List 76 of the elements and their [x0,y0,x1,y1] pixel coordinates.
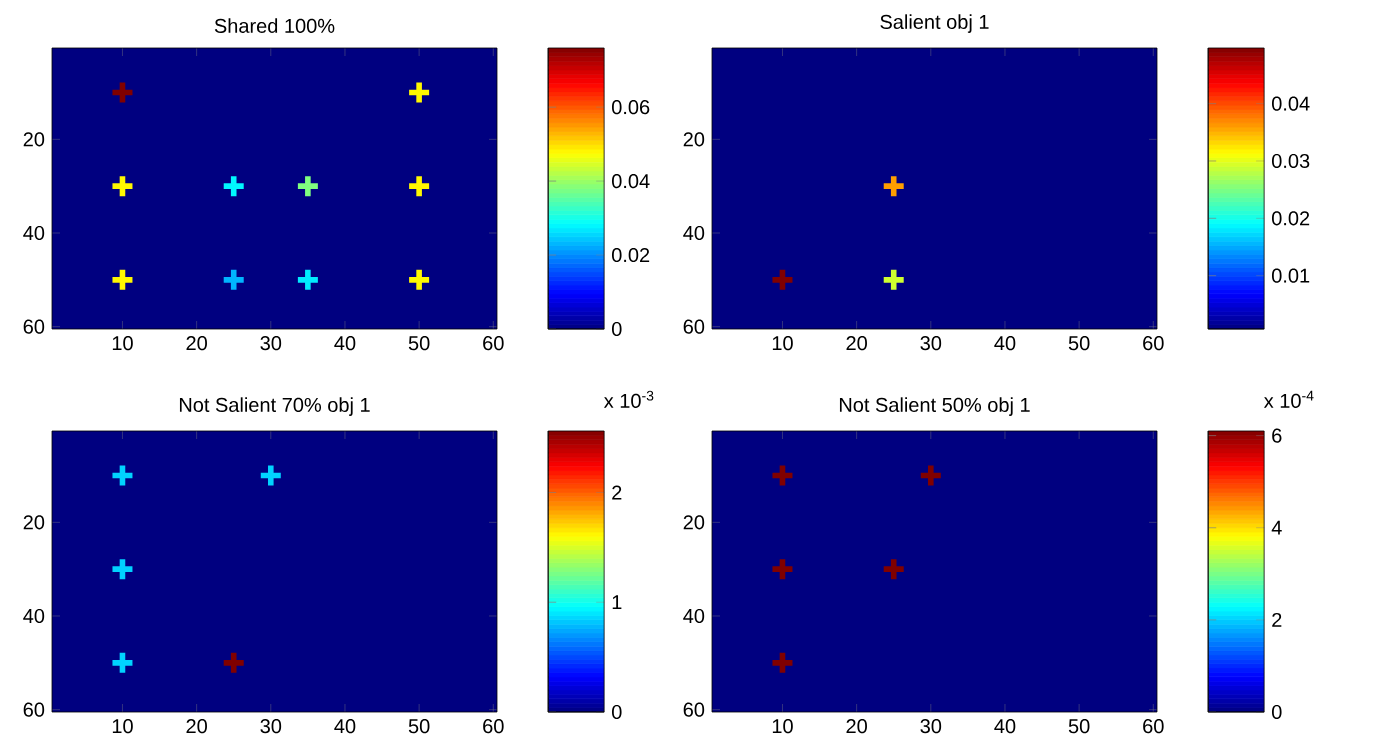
x-tick-label: 20 [186,336,207,351]
x-tick-label: 30 [920,336,942,351]
y-tick-label: 60 [683,319,705,334]
x-tick-label: 50 [1068,336,1090,351]
color-bar-label: 4 [1271,520,1282,535]
point [112,269,133,290]
x-tick-label: 40 [334,336,356,351]
y-tick-label: 20 [23,132,45,147]
point [112,559,133,580]
x-tick-label: 40 [334,719,356,734]
color-bar-title: x 10$^{-4}$ [1263,390,1314,408]
color-bar-label: 2 [1272,612,1282,627]
x-tick-label: 10 [112,336,133,351]
y-tick-label: 20 [683,132,705,147]
point [883,559,904,580]
point [409,82,430,103]
x-tick-label: 60 [1143,336,1164,351]
chart-title: Not Salient 50% obj 1 [839,397,1030,416]
point [772,465,793,486]
point [223,269,244,290]
point [772,652,793,673]
y-tick-label: 60 [23,702,45,717]
x-tick-label: 60 [1143,719,1164,734]
point [260,465,281,486]
point [223,652,244,673]
x-tick-label: 10 [772,336,793,351]
x-tick-label: 40 [994,336,1016,351]
color-bar-label: 0.04 [1271,96,1310,111]
color-bar-label: 0 [1271,704,1282,720]
chart-title: Not Salient 70% obj 1 [179,397,370,416]
point [223,176,244,197]
color-bar-label: 0 [611,321,622,337]
y-tick-label: 60 [683,702,705,717]
x-tick-label: 20 [186,719,207,734]
point [297,269,318,290]
x-tick-label: 20 [846,719,867,734]
point [772,559,793,580]
color-bar-label: 0.02 [1271,211,1310,226]
chart-title: Shared 100% [214,18,335,33]
color-bar-label: 1 [612,595,622,610]
chart-title: Salient obj 1 [880,14,989,33]
color-bar-label: 0.04 [611,174,650,189]
x-tick-label: 10 [112,719,133,734]
x-tick-label: 50 [1068,719,1090,734]
point [409,269,430,290]
color-bar-label: 2 [612,485,622,500]
point [297,176,318,197]
x-tick-label: 60 [483,719,504,734]
point [112,652,133,673]
point [112,465,133,486]
y-tick-label: 40 [683,608,705,624]
y-tick-label: 40 [23,608,45,624]
x-tick-label: 50 [408,336,430,351]
y-tick-label: 20 [23,515,45,530]
y-tick-label: 60 [23,319,45,334]
x-tick-label: 50 [408,719,430,734]
x-tick-label: 40 [994,719,1016,734]
y-tick-label: 40 [683,225,705,241]
color-bar-label: 0.06 [611,100,650,115]
color-bar-label: 0.02 [611,247,650,263]
y-tick-label: 40 [23,225,45,241]
color-bar-label: 6 [1272,428,1282,443]
x-tick-label: 60 [483,336,504,351]
point [920,465,941,486]
point [409,176,430,197]
x-tick-label: 10 [772,719,793,734]
color-bar-label: 0.03 [1271,153,1310,169]
x-tick-label: 20 [846,336,867,351]
y-tick-label: 20 [683,515,705,530]
color-bar-label: 0 [611,704,622,720]
x-tick-label: 30 [920,719,942,734]
x-tick-label: 30 [260,719,282,734]
color-bar-label: 0.01 [1271,268,1310,283]
x-tick-label: 30 [260,336,282,351]
point [112,176,133,197]
color-bar-title: x 10$^{-3}$ [603,390,654,408]
